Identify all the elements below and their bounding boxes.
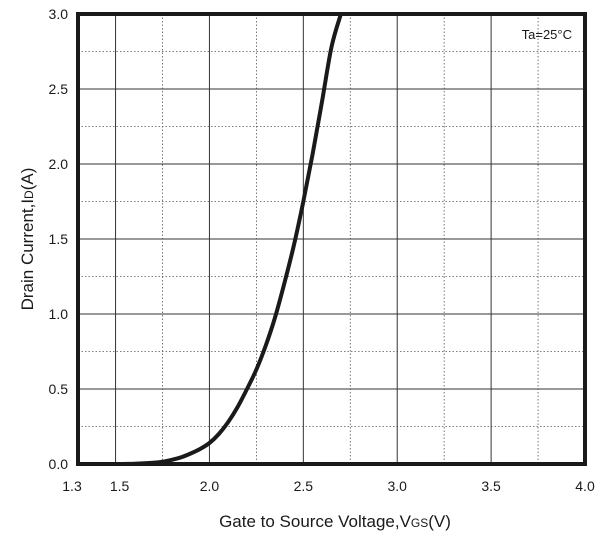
x-axis-title-main: Gate to Source Voltage,V bbox=[219, 512, 412, 531]
x-axis-title: Gate to Source Voltage,VGS(V) bbox=[219, 512, 451, 531]
x-tick-label: 1.5 bbox=[110, 478, 130, 494]
y-tick-labels: 0.0 0.5 1.0 1.5 2.0 2.5 3.0 bbox=[49, 6, 69, 472]
x-tick-labels: 1.3 1.5 2.0 2.5 3.0 3.5 4.0 bbox=[62, 478, 595, 494]
series-line-0 bbox=[76, 12, 343, 467]
x-tick-label: 2.0 bbox=[200, 478, 220, 494]
x-tick-label: 4.0 bbox=[575, 478, 595, 494]
y-tick-label: 3.0 bbox=[49, 6, 69, 22]
y-tick-label: 2.0 bbox=[49, 156, 69, 172]
y-axis-title-sub: D bbox=[22, 190, 36, 199]
x-tick-label: 1.3 bbox=[62, 478, 82, 494]
y-axis-title: Drain Current,ID(A) bbox=[18, 168, 37, 311]
x-axis-title-sub: GS bbox=[411, 516, 428, 530]
y-tick-label: 1.5 bbox=[49, 231, 69, 247]
x-tick-label: 3.5 bbox=[481, 478, 501, 494]
temperature-annotation: Ta=25°C bbox=[522, 27, 572, 42]
y-tick-label: 0.5 bbox=[49, 381, 69, 397]
y-tick-label: 0.0 bbox=[49, 456, 69, 472]
x-tick-label: 2.5 bbox=[294, 478, 314, 494]
y-tick-label: 2.5 bbox=[49, 81, 69, 97]
plot-frame bbox=[76, 12, 587, 466]
major-gridlines bbox=[78, 14, 585, 464]
x-axis-title-unit: (V) bbox=[428, 512, 451, 531]
y-axis-title-unit: (A) bbox=[18, 168, 37, 191]
x-tick-label: 3.0 bbox=[387, 478, 407, 494]
y-axis-title-main: Drain Current,I bbox=[18, 199, 37, 310]
series-layer bbox=[76, 12, 343, 467]
y-tick-label: 1.0 bbox=[49, 306, 69, 322]
